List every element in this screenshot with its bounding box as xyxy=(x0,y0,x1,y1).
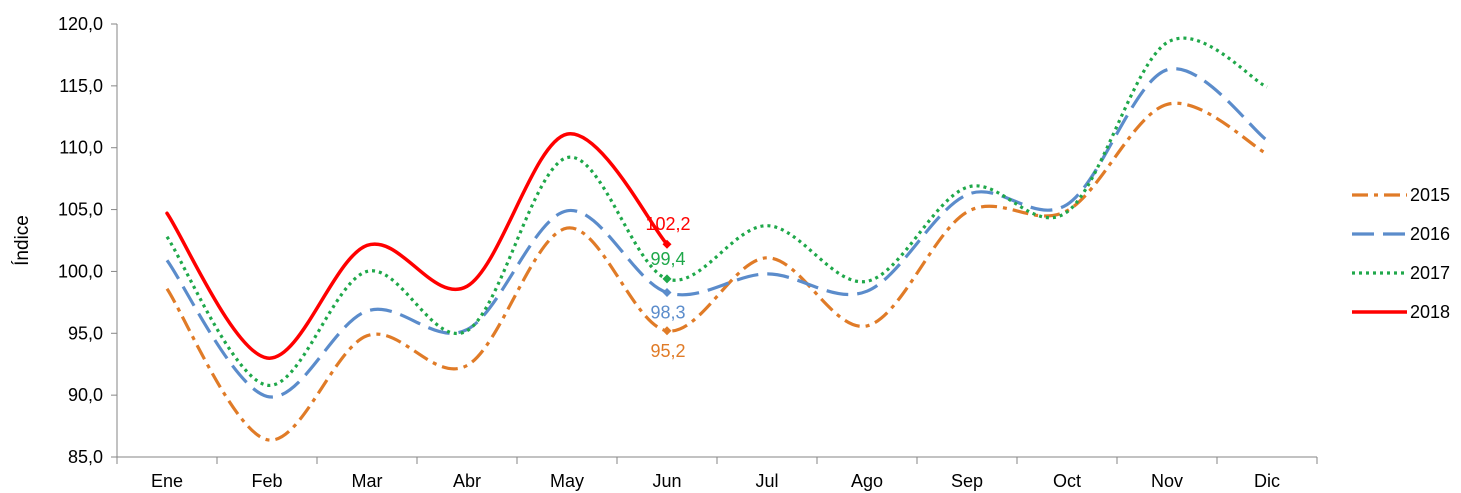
y-tick-label: 115,0 xyxy=(59,76,103,96)
x-tick-label: Jul xyxy=(755,471,778,491)
marker-2016-Jun xyxy=(662,287,672,297)
legend-label-2018: 2018 xyxy=(1410,302,1450,322)
marker-2018-Jun xyxy=(662,239,672,249)
data-label-2017: 99,4 xyxy=(650,249,685,269)
legend: 2015 2016 2017 2018 xyxy=(1352,185,1450,322)
x-tick-label: May xyxy=(550,471,584,491)
series-line-2017 xyxy=(165,36,1268,387)
y-tick-label: 100,0 xyxy=(58,261,103,281)
x-tick-label: Sep xyxy=(951,471,983,491)
y-tick-label: 105,0 xyxy=(58,200,103,220)
series-line-2018 xyxy=(165,132,669,360)
y-tick-label: 95,0 xyxy=(68,323,103,343)
marker-2017-Jun xyxy=(662,274,672,284)
data-label-2015: 95,2 xyxy=(650,341,685,361)
legend-label-2017: 2017 xyxy=(1410,263,1450,283)
x-tick-label: Ago xyxy=(851,471,883,491)
x-tick-label: Oct xyxy=(1053,471,1081,491)
data-label-2018: 102,2 xyxy=(645,214,690,234)
y-tick-label: 110,0 xyxy=(59,138,103,158)
axes: 85,0 90,0 95,0 100,0 105,0 110,0 115,0 120,0 Ene… xyxy=(12,14,1318,491)
x-tick-label: Jun xyxy=(652,471,681,491)
y-tick-label: 85,0 xyxy=(68,447,103,467)
series-lines xyxy=(165,36,1268,442)
data-labels: 102,2 99,4 98,3 95,2 xyxy=(645,214,690,361)
series-line-2016 xyxy=(165,67,1268,399)
marker-2015-Jun xyxy=(662,326,672,336)
y-tick-label: 120,0 xyxy=(58,14,103,34)
y-axis-title: Índice xyxy=(12,215,33,266)
x-tick-label: Abr xyxy=(453,471,481,491)
legend-label-2015: 2015 xyxy=(1410,185,1450,205)
series-line-2015 xyxy=(165,101,1268,442)
data-label-2016: 98,3 xyxy=(650,302,685,322)
x-tick-label: Mar xyxy=(352,471,383,491)
x-tick-label: Nov xyxy=(1151,471,1183,491)
x-tick-label: Ene xyxy=(151,471,183,491)
y-tick-label: 90,0 xyxy=(68,385,103,405)
legend-label-2016: 2016 xyxy=(1410,224,1450,244)
x-tick-label: Feb xyxy=(251,471,282,491)
x-tick-label: Dic xyxy=(1254,471,1280,491)
